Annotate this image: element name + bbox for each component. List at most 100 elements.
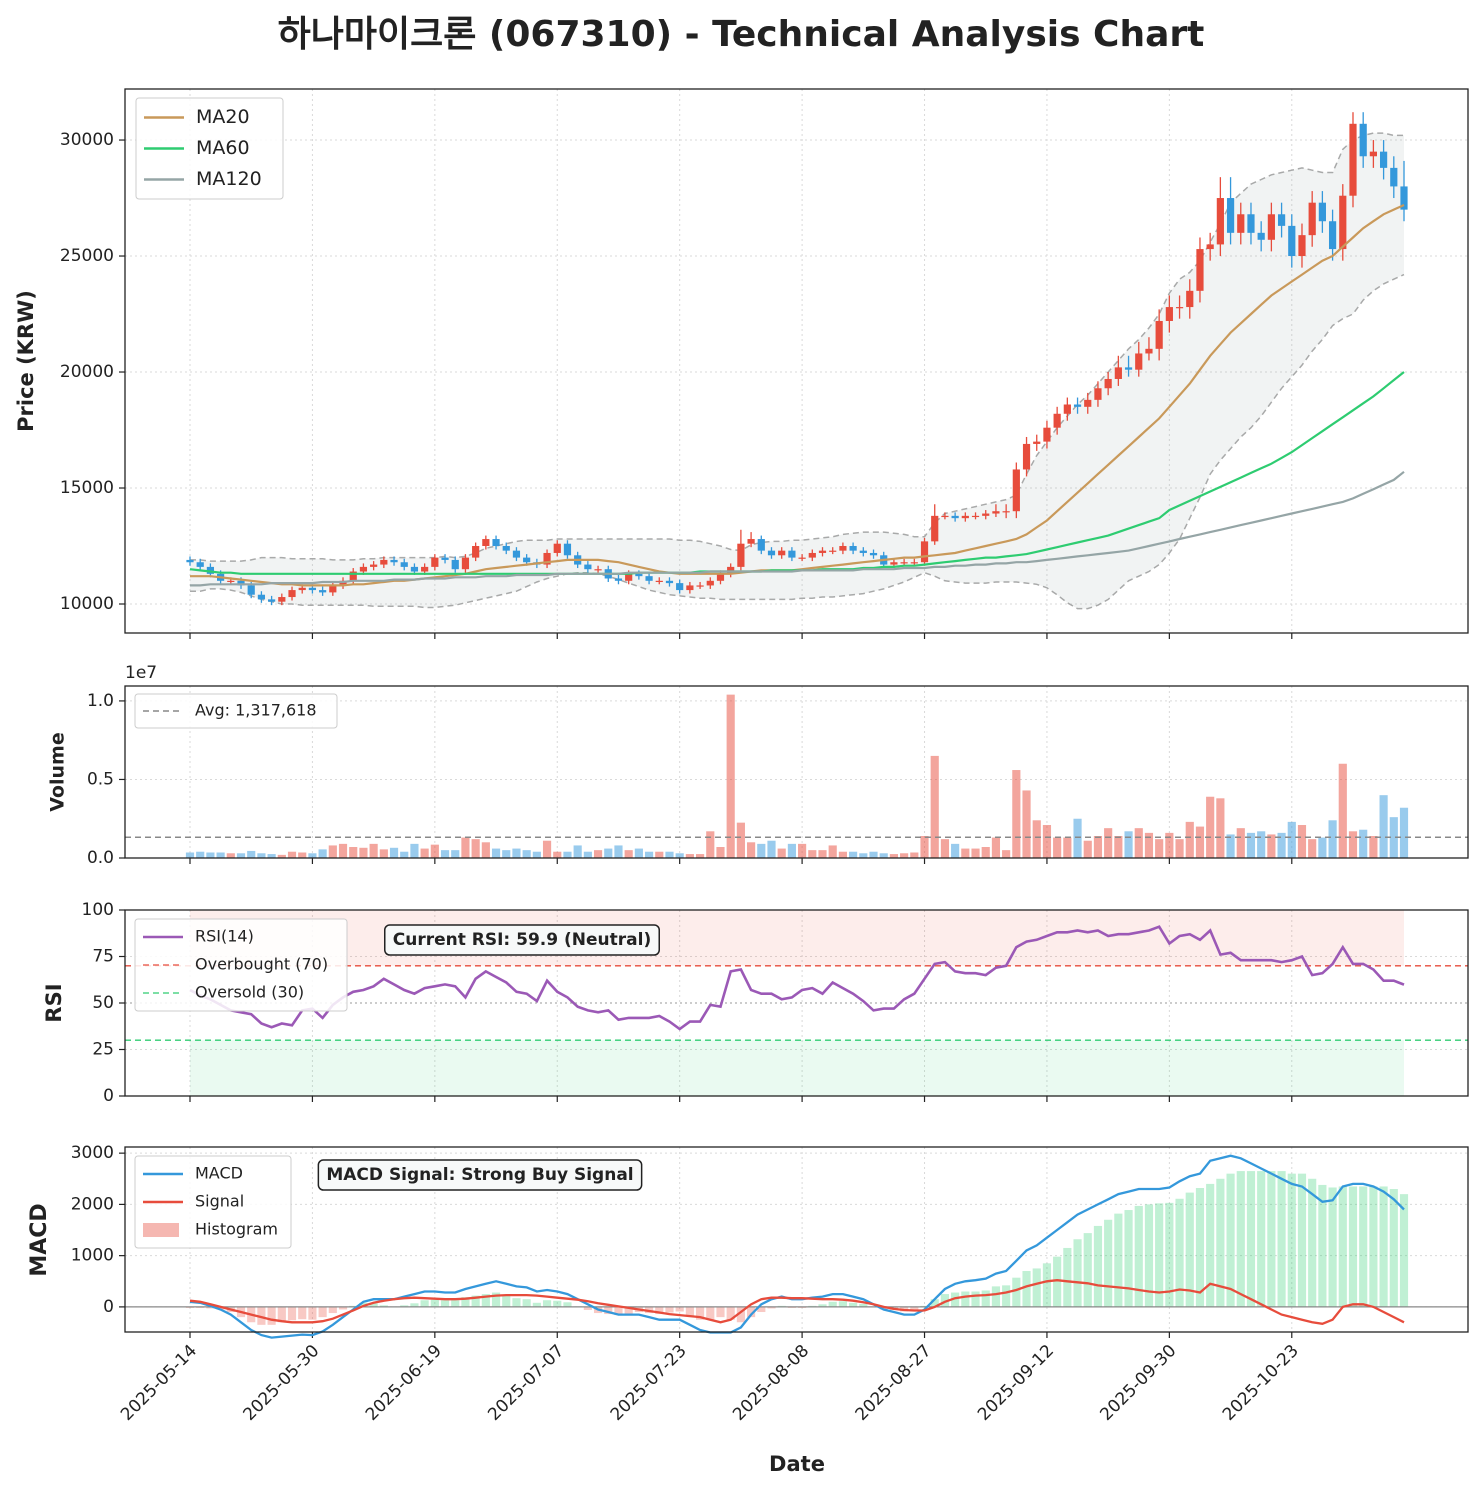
volume-bar [349, 847, 358, 858]
histogram-bar [512, 1298, 521, 1307]
candle-body [798, 557, 806, 559]
candle-body [1288, 225, 1296, 257]
x-tick-label: 2025-09-30 [1096, 1341, 1180, 1425]
histogram-bar [1236, 1171, 1245, 1307]
x-tick-label: 2025-08-08 [729, 1341, 813, 1425]
histogram-bar [757, 1306, 766, 1313]
volume-bar [1063, 837, 1072, 858]
volume-bar [1032, 820, 1041, 858]
volume-bar [1308, 839, 1317, 858]
volume-bar [787, 843, 796, 858]
histogram-bar [655, 1306, 664, 1315]
volume-bar [1002, 850, 1011, 858]
candle-body [1196, 249, 1204, 291]
histogram-bar [1104, 1219, 1113, 1307]
candle-body [441, 557, 449, 560]
candle-body [512, 550, 521, 558]
histogram-bar [257, 1306, 266, 1325]
candle-body [319, 590, 327, 593]
candle-body [1033, 441, 1041, 444]
histogram-bar [338, 1306, 348, 1310]
x-tick-label: 2025-07-07 [484, 1341, 568, 1425]
histogram-bar [1195, 1187, 1205, 1307]
volume-bar [930, 755, 939, 858]
histogram-bar [706, 1306, 715, 1320]
candle-body [1165, 307, 1173, 321]
candle-body [1328, 221, 1337, 250]
volume-bar [1379, 795, 1388, 858]
histogram-bar [1175, 1198, 1184, 1307]
volume-bar [440, 850, 450, 858]
candle-body [227, 580, 235, 583]
candle-body [727, 566, 735, 574]
histogram-bar [981, 1290, 990, 1307]
candle-body [788, 550, 796, 558]
histogram-bar [1338, 1186, 1347, 1307]
panel-frame [124, 1146, 1469, 1333]
histogram-bar [910, 1306, 919, 1311]
histogram-bar [675, 1306, 684, 1312]
volume-bar [971, 848, 980, 858]
candle-body [706, 580, 714, 586]
histogram-bar [716, 1306, 725, 1318]
candle-body [523, 557, 531, 563]
volume-bar [491, 848, 501, 858]
volume-bar [481, 842, 490, 858]
volume-bar [1389, 817, 1398, 858]
volume-bar [206, 852, 215, 858]
annotation-box [317, 1159, 643, 1191]
histogram-bar [1297, 1173, 1307, 1307]
histogram-bar [298, 1306, 307, 1320]
histogram-bar [1002, 1285, 1011, 1307]
candle-body [951, 515, 959, 519]
y-tick-label: 75 [92, 947, 114, 967]
y-axis-label: MACD [27, 1203, 52, 1276]
candle-body [849, 546, 857, 551]
volume-bar [512, 848, 521, 858]
histogram-bar [685, 1306, 694, 1316]
volume-bar [583, 851, 592, 858]
candle-body [839, 546, 847, 551]
zone [190, 910, 1404, 966]
volume-bar [1399, 807, 1409, 858]
volume-bar [818, 850, 827, 858]
volume-bar [869, 851, 878, 858]
candle-body [1267, 214, 1275, 240]
histogram-bar [410, 1303, 419, 1307]
volume-bar [1144, 832, 1154, 858]
legend-box [134, 693, 338, 729]
volume-bar [563, 851, 572, 858]
histogram-bar [1093, 1225, 1103, 1307]
histogram-bar [1389, 1189, 1398, 1307]
histogram-bar [328, 1306, 337, 1314]
candle-body [1104, 378, 1112, 389]
volume-bar [1297, 825, 1307, 858]
legend-label: RSI(14) [195, 927, 254, 946]
candle-body [1063, 404, 1071, 414]
volume-bar [767, 840, 776, 858]
candle-body [308, 587, 317, 591]
histogram-bar [1053, 1256, 1062, 1307]
volume-bar [1053, 837, 1062, 858]
volume-bar [553, 851, 562, 858]
histogram-bar [430, 1299, 439, 1307]
panel-frame [124, 88, 1469, 634]
candle-body [767, 550, 776, 556]
x-tick-label: 2025-09-12 [974, 1341, 1058, 1425]
histogram-bar [624, 1306, 633, 1314]
histogram-bar [665, 1306, 674, 1313]
histogram-bar [287, 1306, 297, 1321]
volume-bar [257, 853, 266, 858]
y-tick-label: 100 [82, 900, 114, 920]
histogram-bar [940, 1294, 950, 1307]
volume-bar [542, 840, 552, 858]
volume-bar [706, 831, 715, 858]
ma-line [190, 470, 1405, 587]
x-tick-label: 2025-07-23 [607, 1341, 691, 1425]
volume-bar [604, 848, 613, 858]
candle-body [339, 580, 347, 586]
candle-body [1084, 399, 1092, 407]
volume-bar [1083, 840, 1092, 858]
candle-body [1379, 151, 1388, 168]
histogram-bar [400, 1305, 409, 1307]
